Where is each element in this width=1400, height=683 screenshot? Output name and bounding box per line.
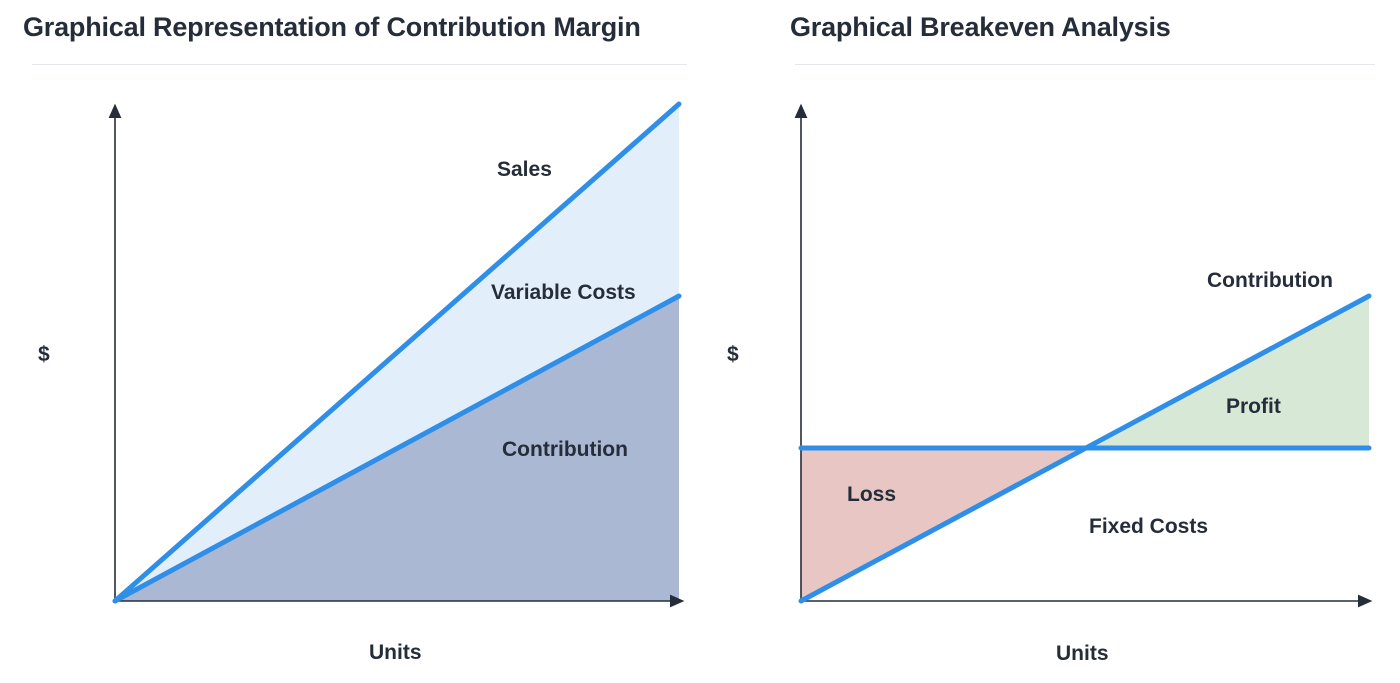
breakeven-panel: Graphical Breakeven Analysis Contributio… [700,0,1400,683]
contribution-label: Contribution [1207,269,1333,292]
contribution-margin-diagram: Sales Variable Costs Contribution $ Unit… [38,101,685,664]
contribution-margin-panel: Graphical Representation of Contribution… [23,12,687,664]
variable-costs-label: Variable Costs [491,281,636,304]
loss-label: Loss [847,483,896,506]
fixed-costs-label: Fixed Costs [1089,515,1208,538]
contribution-line [798,293,1372,604]
variable-costs-line [112,293,682,604]
y-axis-label: $ [38,343,50,366]
contribution-label: Contribution [502,438,628,461]
x-axis-label: Units [1056,642,1109,665]
sales-label: Sales [497,158,552,181]
panel-title: Graphical Breakeven Analysis [790,12,1171,42]
y-axis-label: $ [727,343,739,366]
title-divider [32,64,687,65]
profit-label: Profit [1226,395,1281,418]
sales-line [112,101,682,604]
x-axis-label: Units [369,641,422,664]
title-divider [795,64,1375,65]
breakeven-diagram: Contribution Profit Loss Fixed Costs $ U… [727,103,1373,665]
panel-title: Graphical Representation of Contribution… [23,12,641,42]
